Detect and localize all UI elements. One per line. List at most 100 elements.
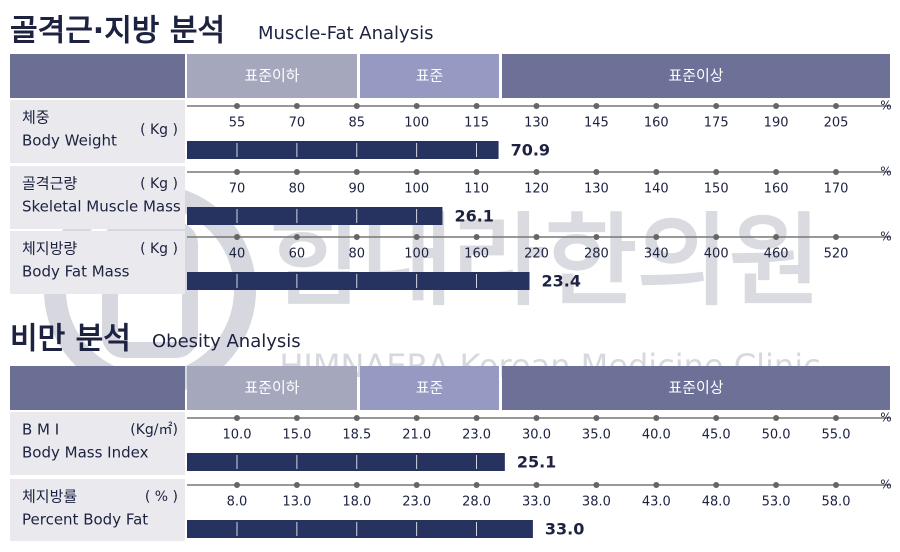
band-cell [360,366,499,410]
tick-label: 120 [524,182,549,197]
tick-dot [293,482,300,488]
row-name-ko: 체지방량 [22,240,77,258]
tick-dot [773,234,780,240]
tick-label: 18.0 [342,495,371,510]
tick-label: 80 [289,182,306,197]
row: B M I Body Mass Index (Kg/㎡)% 10.0 15.0 18.5 2… [10,411,892,475]
tick-dot [293,234,300,240]
tick-dot [353,234,360,240]
tick-dot [234,415,240,421]
tick-dot [773,169,780,175]
bar-value: 33.0 [545,520,584,539]
tick-dot [293,169,300,175]
tick-label: 175 [704,116,729,131]
tick-dot [293,103,300,109]
tick-dot [234,169,240,175]
tick-dot [653,103,660,109]
tick-dot [773,103,780,109]
tick-dot [653,482,660,488]
tick-label: 520 [824,247,849,262]
tick-label: 100 [404,182,429,197]
tick-label: 23.0 [462,428,491,443]
tick-dot [533,415,540,421]
row-label-cell [10,166,185,229]
bar [187,453,505,471]
band-label: 표준이하 [244,379,299,397]
bar-value: 26.1 [454,207,493,226]
band-label: 표준 [416,379,444,397]
tick-label: 190 [764,116,789,131]
tick-dot [593,482,600,488]
row: 체지방량 Body Fat Mass ( Kg )% 40 60 80 100 160 220 2… [10,230,892,294]
tick-dot [713,415,720,421]
tick-dot [293,415,300,421]
tick-label: 145 [584,116,609,131]
section-title: 골격근·지방 분석 [10,14,225,49]
row-unit: ( Kg ) [140,241,178,257]
tick-dot [234,103,240,109]
axis-unit: % [880,411,891,425]
bar [187,141,499,159]
tick-label: 100 [404,116,429,131]
bar [187,207,443,225]
tick-label: 80 [349,247,366,262]
tick-label: 45.0 [702,428,731,443]
tick-label: 70 [289,116,306,131]
section: 비만 분석 Obesity Analysis 표준이하 표준 표준이상 B M I Body… [10,322,892,541]
tick-dot [353,169,360,175]
tick-label: 10.0 [223,428,252,443]
tick-dot [653,169,660,175]
tick-dot [713,234,720,240]
tick-dot [234,234,240,240]
tick-label: 460 [764,247,789,262]
band-cell [502,366,890,410]
tick-dot [413,103,420,109]
axis-unit: % [880,230,891,244]
tick-dot [473,482,480,488]
tick-dot [533,103,540,109]
row-unit: ( Kg ) [140,122,178,138]
tick-dot [713,103,720,109]
tick-label: 55.0 [822,428,851,443]
row-label-cell [10,100,185,163]
row: 체중 Body Weight ( Kg )% 55 70 85 100 115 130 145 16… [10,99,892,163]
tick-dot [653,415,660,421]
tick-label: 30.0 [522,428,551,443]
tick-label: 205 [824,116,849,131]
axis-unit: % [880,165,891,179]
band-label: 표준 [416,67,444,85]
row-name-en: Percent Body Fat [22,511,148,529]
tick-label: 170 [824,182,849,197]
tick-label: 38.0 [582,495,611,510]
tick-label: 140 [644,182,669,197]
row-name-ko: B M I [22,421,59,439]
tick-dot [413,169,420,175]
tick-label: 8.0 [227,495,248,510]
tick-label: 28.0 [462,495,491,510]
tick-label: 340 [644,247,669,262]
tick-dot [833,415,839,421]
row: 골격근량 Skeletal Muscle Mass ( Kg )% 70 80 90 100… [10,165,892,229]
tick-label: 150 [704,182,729,197]
tick-dot [353,482,360,488]
tick-label: 40.0 [642,428,671,443]
tick-dot [473,103,480,109]
tick-label: 400 [704,247,729,262]
tick-dot [593,103,600,109]
band-cell [187,366,357,410]
row-label-cell [10,479,185,541]
tick-dot [593,415,600,421]
axis-unit: % [880,99,891,113]
tick-dot [353,103,360,109]
bar-value: 23.4 [542,272,581,291]
tick-label: 43.0 [642,495,671,510]
tick-label: 280 [584,247,609,262]
tick-dot [473,169,480,175]
row-name-ko: 체지방률 [22,488,77,506]
tick-label: 40 [229,247,246,262]
tick-dot [833,482,839,488]
section-title: 비만 분석 [10,322,131,357]
row-label-cell [10,231,185,294]
bar-value: 70.9 [511,141,550,160]
